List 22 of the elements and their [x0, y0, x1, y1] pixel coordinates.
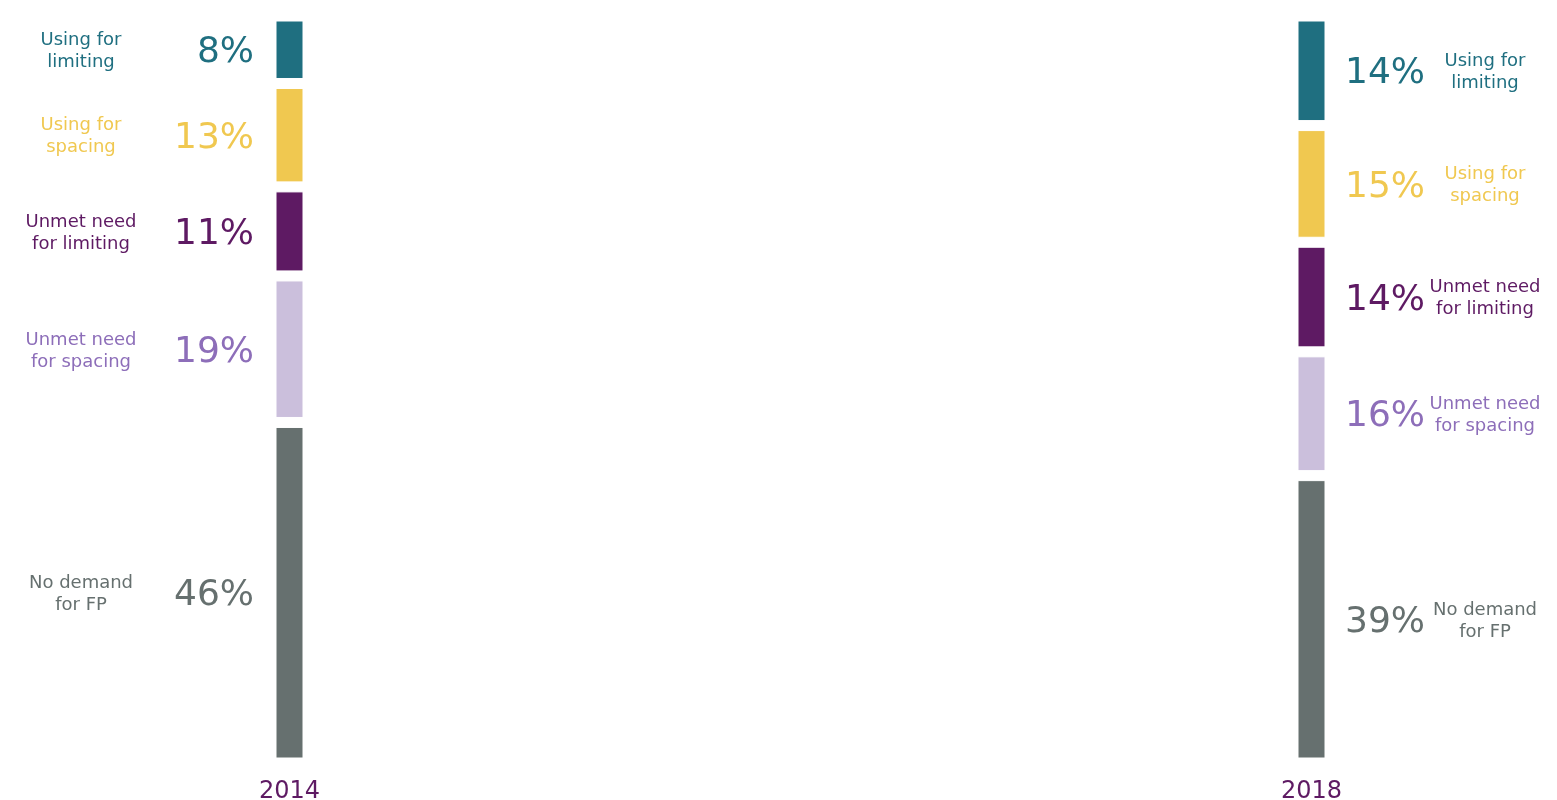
data-label: 15%: [1345, 163, 1426, 205]
category-label: Unmet need for spacing: [1429, 392, 1541, 436]
data-label: 19%: [173, 328, 254, 370]
data-label: 14%: [1345, 50, 1426, 92]
category-label: Using for spacing: [1444, 162, 1527, 206]
category-label: Unmet need for spacing: [25, 327, 137, 371]
category-label: Unmet need for limiting: [25, 209, 137, 253]
data-label: 8%: [196, 29, 254, 71]
category-label: Using for spacing: [40, 113, 122, 157]
text: 2018: [1280, 776, 1343, 800]
data-label: 13%: [173, 114, 254, 156]
text: 2014: [258, 776, 321, 800]
category-label: Using for limiting: [1444, 49, 1527, 93]
category-label: No demand for FP: [28, 571, 134, 615]
data-label: 39%: [1345, 598, 1426, 640]
data-label: 11%: [173, 211, 254, 253]
data-label: 14%: [1345, 276, 1426, 318]
data-label: 16%: [1345, 393, 1426, 435]
category-label: No demand for FP: [1432, 597, 1538, 641]
category-label: Using for limiting: [40, 28, 122, 72]
data-label: 46%: [173, 572, 254, 614]
category-label: Unmet need for limiting: [1429, 275, 1541, 319]
